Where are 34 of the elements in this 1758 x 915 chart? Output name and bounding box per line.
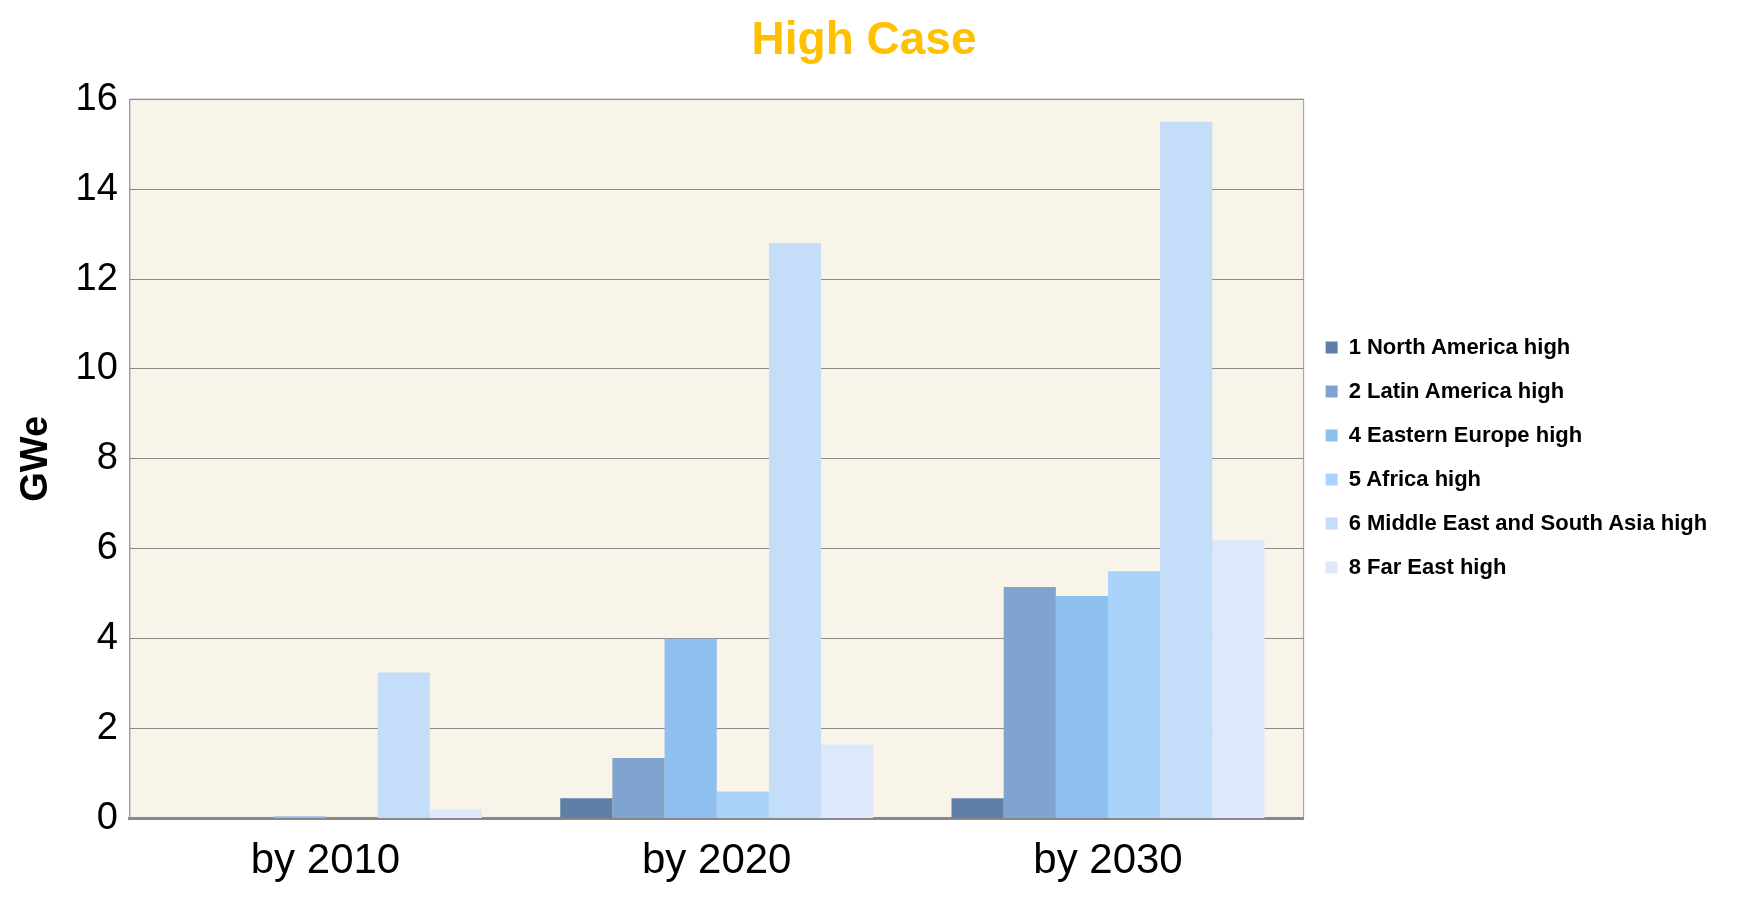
bar [821,744,874,819]
x-tick-label: by 2030 [1033,835,1183,883]
legend-label: 1 North America high [1348,333,1571,359]
legend-label: 8 Far East high [1348,553,1507,579]
bar [1108,571,1161,819]
y-tick-label: 12 [75,255,118,298]
bar [377,672,430,819]
y-tick-label: 16 [75,75,118,118]
legend-label: 2 Latin America high [1348,377,1565,403]
bar [560,798,613,819]
y-tick-label: 4 [96,615,118,658]
bar [1212,539,1265,819]
legend-label: 4 Eastern Europe high [1348,421,1583,447]
y-tick-label: 8 [96,435,118,478]
legend-label: 6 Middle East and South Asia high [1348,509,1708,535]
bar [612,757,665,819]
chart-title: High Case [751,12,977,65]
bar [1055,596,1108,819]
y-axis-title: GWe [13,415,56,502]
bar [1160,121,1213,819]
bar [951,798,1004,819]
y-tick-label: 10 [75,345,118,388]
bar [1003,587,1056,819]
legend-label: 5 Africa high [1348,465,1482,491]
y-tick-label: 0 [96,795,118,838]
bar [664,638,717,819]
bar [429,809,482,819]
y-tick-label: 14 [75,165,118,208]
bar [768,243,822,819]
bar [716,791,769,819]
x-tick-label: by 2010 [250,835,401,883]
x-tick-label: by 2020 [642,835,792,883]
y-tick-label: 2 [96,705,118,748]
y-tick-label: 6 [96,525,118,568]
